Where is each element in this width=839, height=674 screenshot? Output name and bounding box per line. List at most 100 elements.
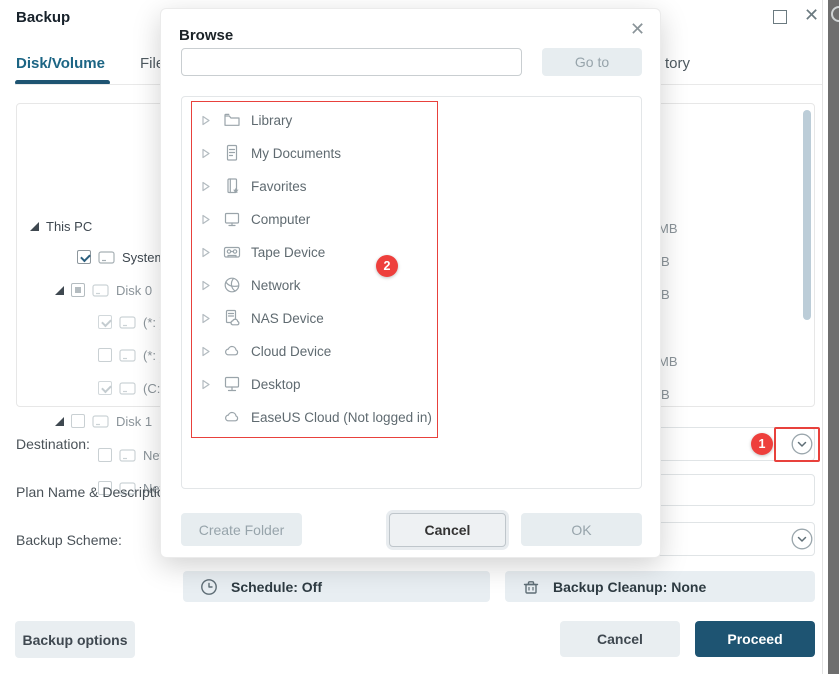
drive-icon xyxy=(92,283,109,297)
tree-row-partition[interactable]: (*: ) xyxy=(98,312,164,332)
checkbox-checked-disabled[interactable] xyxy=(98,381,112,395)
list-item-label: Desktop xyxy=(251,376,301,392)
scheme-dropdown-chevron-icon[interactable] xyxy=(791,528,813,550)
network-globe-icon xyxy=(223,276,241,294)
cancel-button[interactable]: Cancel xyxy=(560,621,680,657)
expand-arrow-icon[interactable] xyxy=(201,379,211,390)
list-item-label: Tape Device xyxy=(251,244,326,260)
list-item-label: Computer xyxy=(251,211,311,227)
browse-dialog: Browse ✕ Go to Library My Documents Favo… xyxy=(160,8,661,558)
checkbox-unchecked[interactable] xyxy=(98,448,112,462)
proceed-button[interactable]: Proceed xyxy=(695,621,815,657)
dialog-cancel-button[interactable]: Cancel xyxy=(389,513,506,547)
list-item-my-documents[interactable]: My Documents xyxy=(201,143,341,163)
tree-row-new-volume[interactable]: New xyxy=(98,445,169,465)
window-right-border xyxy=(822,0,823,674)
tab-history-partial[interactable]: tory xyxy=(665,55,691,72)
active-tab-underline xyxy=(15,80,110,85)
list-item-computer[interactable]: Computer xyxy=(201,209,310,229)
schedule-text: Schedule: Off xyxy=(231,578,323,595)
drive-icon xyxy=(92,414,109,428)
list-item-label: EaseUS Cloud (Not logged in) xyxy=(251,409,432,425)
drive-icon xyxy=(98,250,115,264)
list-item-tape-device[interactable]: Tape Device xyxy=(201,242,325,262)
tree-row-disk0[interactable]: Disk 0 xyxy=(55,280,152,300)
expand-arrow-icon[interactable] xyxy=(201,148,211,159)
drive-icon xyxy=(119,381,136,395)
tab-file[interactable]: File xyxy=(140,55,165,72)
tree-label: Disk 1 xyxy=(116,413,153,429)
maximize-icon[interactable] xyxy=(773,10,787,24)
window-close-icon[interactable]: ✕ xyxy=(804,5,820,25)
favorites-icon xyxy=(223,177,241,195)
expand-arrow-icon[interactable] xyxy=(201,313,211,324)
expand-arrow-icon[interactable] xyxy=(201,115,211,126)
tree-row-partition[interactable]: (*: ) xyxy=(98,345,164,365)
destination-dropdown-chevron-icon[interactable] xyxy=(791,433,813,455)
checkbox-unchecked[interactable] xyxy=(98,348,112,362)
tree-scrollbar[interactable] xyxy=(803,110,811,320)
create-folder-button[interactable]: Create Folder xyxy=(181,513,302,546)
dialog-close-icon[interactable]: ✕ xyxy=(630,19,646,39)
size-fragment: B xyxy=(661,287,670,302)
list-item-label: Cloud Device xyxy=(251,343,332,359)
computer-icon xyxy=(223,210,241,228)
page-title: Backup xyxy=(16,9,71,26)
checkbox-checked-disabled[interactable] xyxy=(98,315,112,329)
dialog-title: Browse xyxy=(179,27,234,44)
tree-label: System xyxy=(122,249,166,265)
tree-row-system[interactable]: System xyxy=(77,247,165,267)
annotation-box-step2 xyxy=(191,101,438,438)
tree-row-disk1[interactable]: Disk 1 xyxy=(55,411,152,431)
tree-row-partition-c[interactable]: (C: ) xyxy=(98,378,168,398)
size-fragment: MB xyxy=(658,221,678,236)
expand-arrow-icon[interactable] xyxy=(201,247,211,258)
goto-button[interactable]: Go to xyxy=(542,48,642,76)
page-scrollbar-strip[interactable] xyxy=(828,0,839,674)
backup-scheme-label: Backup Scheme: xyxy=(16,532,122,548)
checkbox-unchecked[interactable] xyxy=(71,414,85,428)
destination-label: Destination: xyxy=(16,436,90,452)
cleanup-text: Backup Cleanup: None xyxy=(553,578,707,595)
tree-row-this-pc[interactable]: This PC xyxy=(30,216,92,236)
annotation-badge-2: 2 xyxy=(376,255,398,277)
list-item-favorites[interactable]: Favorites xyxy=(201,176,307,196)
expand-arrow-icon[interactable] xyxy=(201,214,211,225)
path-input[interactable] xyxy=(181,48,522,76)
expanded-triangle-icon[interactable] xyxy=(30,221,39,231)
annotation-box-step1 xyxy=(774,427,820,462)
list-item-cloud-device[interactable]: Cloud Device xyxy=(201,341,331,361)
schedule-bar[interactable]: Schedule: Off xyxy=(183,571,490,602)
list-item-label: My Documents xyxy=(251,145,342,161)
tree-label: Disk 0 xyxy=(116,282,153,298)
list-item-library[interactable]: Library xyxy=(201,110,292,130)
expanded-triangle-icon[interactable] xyxy=(55,416,64,426)
list-item-desktop[interactable]: Desktop xyxy=(201,374,301,394)
desktop-icon xyxy=(223,375,241,393)
checkbox-unchecked[interactable] xyxy=(98,481,112,495)
clipped-circle-fragment xyxy=(831,6,839,22)
tree-label: (*: ) xyxy=(143,314,164,330)
expand-arrow-icon[interactable] xyxy=(201,346,211,357)
tab-disk-volume[interactable]: Disk/Volume xyxy=(16,55,105,72)
drive-icon xyxy=(119,315,136,329)
expand-arrow-icon[interactable] xyxy=(201,181,211,192)
list-item-network[interactable]: Network xyxy=(201,275,301,295)
backup-cleanup-bar[interactable]: Backup Cleanup: None xyxy=(505,571,815,602)
dialog-ok-button[interactable]: OK xyxy=(521,513,642,546)
size-fragment: B xyxy=(661,387,670,402)
drive-icon xyxy=(119,448,136,462)
checkbox-indeterminate[interactable] xyxy=(71,283,85,297)
size-fragment: MB xyxy=(658,354,678,369)
list-item-nas-device[interactable]: NAS Device xyxy=(201,308,324,328)
drive-icon xyxy=(119,348,136,362)
cloud-icon xyxy=(223,408,241,426)
backup-options-button[interactable]: Backup options xyxy=(15,621,135,658)
list-item-easeus-cloud[interactable]: EaseUS Cloud (Not logged in) xyxy=(179,407,432,427)
expanded-triangle-icon[interactable] xyxy=(55,285,64,295)
checkbox-checked[interactable] xyxy=(77,250,91,264)
list-item-label: NAS Device xyxy=(251,310,324,326)
drive-icon xyxy=(119,481,136,495)
expand-arrow-icon[interactable] xyxy=(201,280,211,291)
